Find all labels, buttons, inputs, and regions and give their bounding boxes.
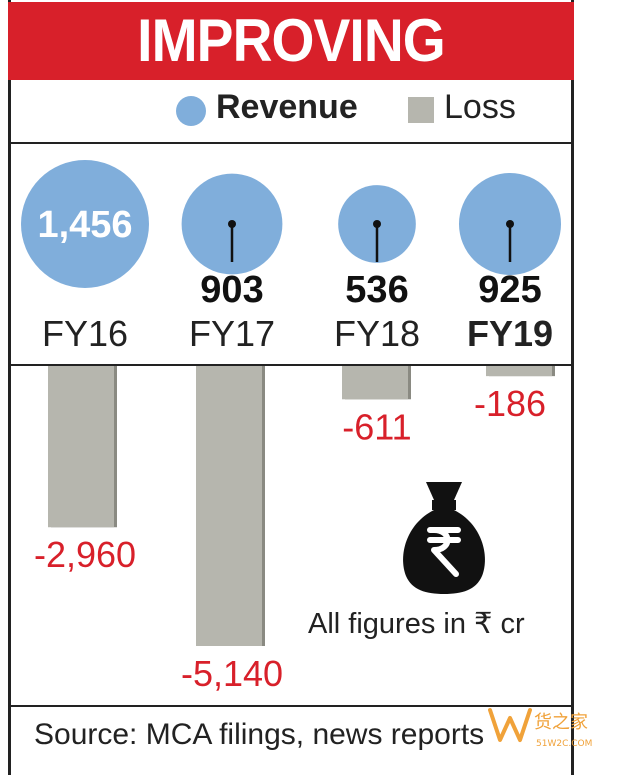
loss-bar-fy17 — [196, 366, 262, 646]
category-label-fy17: FY17 — [189, 313, 275, 354]
source-note: Source: MCA filings, news reports — [34, 718, 485, 751]
revenue-label-fy18: 536 — [345, 269, 408, 311]
w-logo-icon — [488, 708, 532, 742]
legend-revenue-swatch — [176, 96, 206, 126]
legend-loss-swatch — [408, 97, 434, 123]
revenue-bubble-fy16 — [21, 160, 149, 288]
watermark-text: 货之家 — [534, 712, 588, 733]
rupee-money-bag-icon — [403, 482, 485, 594]
revenue-label-fy17: 903 — [200, 269, 263, 311]
axis-divider — [8, 364, 574, 366]
watermark-sub: 51W2C.COM — [536, 739, 592, 749]
revenue-label-fy19: 925 — [478, 269, 541, 311]
revenue-dot-fy17 — [228, 220, 236, 228]
loss-label-fy17: -5,140 — [181, 653, 283, 694]
revenue-label-fy16: 1,456 — [37, 204, 132, 246]
revenue-dot-fy19 — [506, 220, 514, 228]
loss-label-fy18: -611 — [342, 406, 411, 447]
loss-label-fy19: -186 — [474, 383, 546, 424]
chart-frame — [8, 0, 574, 775]
legend-divider — [8, 142, 574, 144]
chart-title: IMPROVING PICTURE? — [137, 7, 446, 140]
legend-loss-label: Loss — [444, 88, 516, 126]
loss-bar-fy16 — [48, 366, 114, 528]
loss-bar-fy19 — [486, 366, 552, 377]
legend-revenue-label: Revenue — [216, 88, 358, 126]
loss-label-fy16: -2,960 — [34, 534, 136, 575]
units-note: All figures in ₹ cr — [308, 608, 525, 640]
category-label-fy19: FY19 — [467, 313, 553, 354]
title-banner: IMPROVING PICTURE? — [8, 2, 574, 140]
category-label-fy18: FY18 — [334, 313, 420, 354]
footer-divider — [8, 705, 574, 707]
category-label-fy16: FY16 — [42, 313, 128, 354]
loss-bar-fy18 — [342, 366, 408, 400]
revenue-dot-fy18 — [373, 220, 381, 228]
watermark-logo: 货之家 51W2C.COM — [488, 708, 592, 749]
